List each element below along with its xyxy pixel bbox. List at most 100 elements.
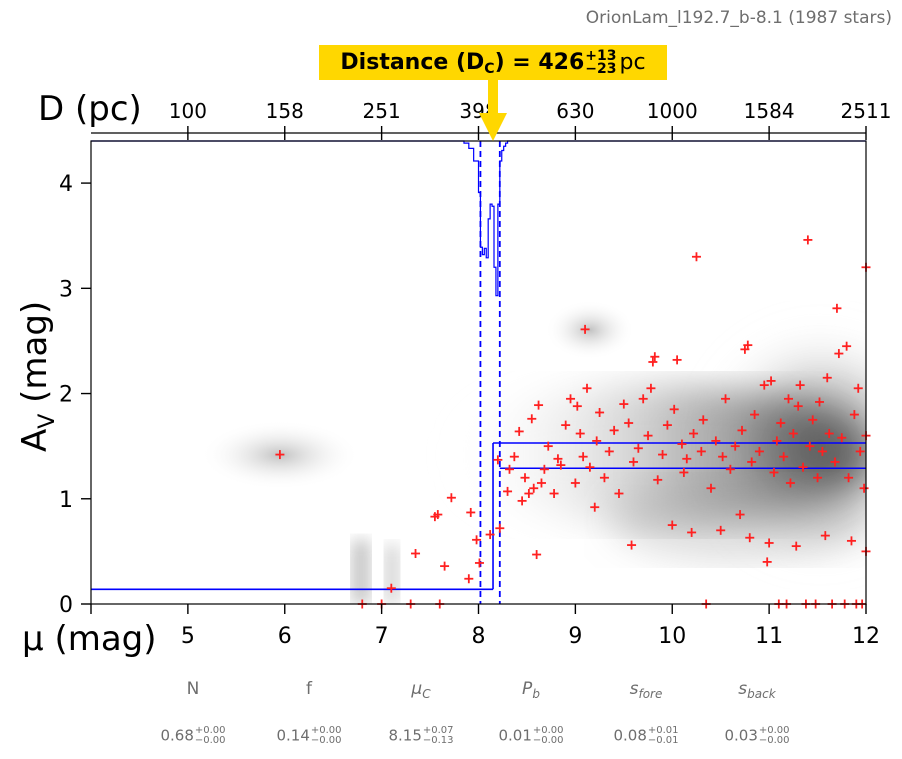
star-marker [687,527,697,537]
star-marker [721,394,731,404]
banner-unit: pc [619,50,646,75]
page-title: OrionLam_l192.7_b-8.1 (1987 stars) [585,8,892,28]
star-marker [619,399,629,409]
star-marker [793,401,803,411]
star-marker [503,486,513,496]
star-marker [837,433,847,443]
banner-sup: +13 [585,48,617,64]
star-marker [509,452,519,462]
star-marker [696,446,706,456]
star-marker [464,574,474,584]
banner-sub-err: −23 [585,61,617,77]
star-marker [785,478,795,488]
distance-banner: Distance (DC) = 426 +13 −23 pc [319,45,667,80]
star-marker [433,510,443,520]
star-marker [859,483,869,493]
star-marker [730,441,740,451]
y-axis-label-main: A [15,429,55,452]
param-value: 8.15 +0.07 −0.13 [388,725,454,746]
param-name: sback [738,679,776,701]
x-tick-label: 6 [278,624,292,649]
star-marker [585,462,595,472]
star-marker [592,436,602,446]
top-axis-label: D (pc) [38,89,142,129]
star-marker [844,473,854,483]
star-marker [582,383,592,393]
star-marker [798,462,808,472]
star-marker [820,531,830,541]
x-tick-label: 9 [568,624,582,649]
star-marker [788,429,798,439]
star-marker [682,454,692,464]
star-marker [677,439,687,449]
x-tick-label: 12 [852,624,880,649]
star-marker [505,464,514,474]
star-marker [853,383,863,393]
star-marker [813,473,823,483]
star-marker [485,530,495,540]
star-marker [764,538,774,548]
param-value: 0.68 +0.00 −0.00 [160,725,226,746]
star-marker [822,373,832,383]
x-tick-label: 7 [375,624,389,649]
star-marker [446,493,456,503]
star-marker [556,460,566,470]
star-marker [595,407,605,417]
star-marker [580,324,590,334]
star-marker [520,473,530,483]
star-marker [808,415,818,425]
top-tick-label: 2511 [841,99,892,123]
star-marker [624,418,634,428]
star-marker [561,420,571,430]
star-marker [743,340,753,350]
star-marker [815,397,824,407]
star-marker [553,454,563,464]
star-marker [627,540,637,550]
star-marker [599,473,609,483]
star-marker [648,357,658,367]
y-tick-label: 3 [59,277,73,302]
x-tick-label: 11 [755,624,783,649]
star-marker [536,478,546,488]
param-name: Pb [522,679,540,701]
star-marker [529,483,539,493]
star-marker [679,467,689,477]
star-marker [817,446,827,456]
param-value: 0.03 +0.00 −0.00 [724,725,790,746]
star-marker [275,450,285,460]
star-marker [766,376,776,386]
top-tick-label: 1584 [744,99,795,123]
star-marker [411,548,421,558]
star-marker [750,410,760,420]
param-name: N [186,679,200,699]
star-marker [440,561,450,571]
star-marker [386,583,396,593]
star-marker [472,535,482,545]
x-tick-label: 5 [181,624,195,649]
banner-prefix: Distance (D [340,50,485,75]
star-marker [566,394,576,404]
star-marker [784,394,793,404]
x-tick-label: 8 [472,624,486,649]
star-marker [514,426,524,436]
star-marker [842,341,852,351]
param-name: f [306,679,312,699]
y-tick-label: 2 [59,383,73,408]
star-marker [735,510,745,520]
star-marker [672,355,682,365]
y-tick-label: 1 [59,488,73,513]
banner-sub: C [484,61,495,77]
y-axis-label-rest: (mag) [15,301,55,414]
star-marker [689,429,699,439]
y-axis-label: AV (mag) [15,301,60,452]
star-marker [609,425,619,435]
star-marker [725,464,735,474]
star-marker [769,467,779,477]
star-marker [524,489,534,499]
star-marker [527,414,537,424]
top-tick-label: 158 [266,99,304,123]
star-marker [795,380,805,390]
star-marker [650,352,660,362]
top-tick-label: 251 [363,99,401,123]
